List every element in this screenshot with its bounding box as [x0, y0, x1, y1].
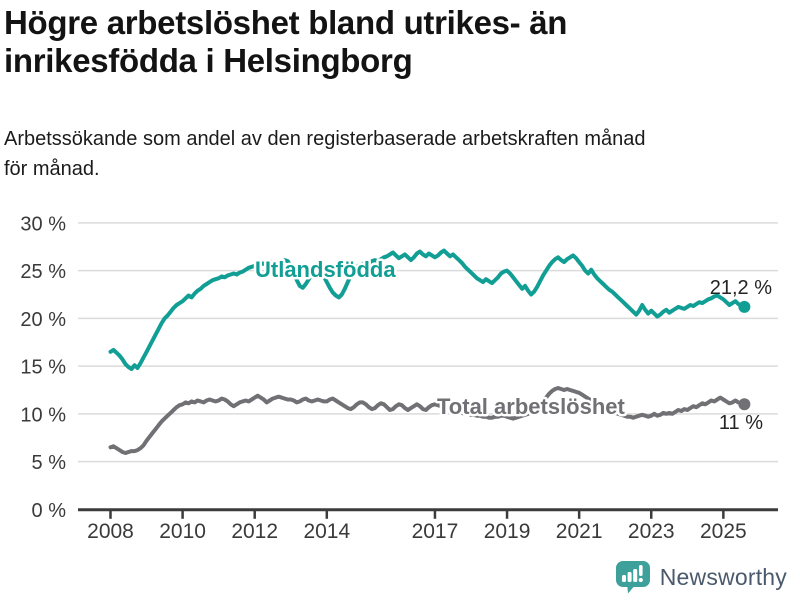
y-axis-tick-label: 5 % [32, 452, 67, 474]
x-axis-tick-label: 2010 [159, 520, 206, 543]
series-line-utlandsfodda [108, 248, 747, 371]
y-axis-tick-label: 25 % [20, 261, 66, 283]
brand-name: Newsworthy [659, 563, 787, 590]
series-label-total: Total arbetslöshet [437, 394, 626, 419]
logo-bar-3 [632, 569, 637, 582]
page-title-line-2: inrikesfödda i Helsingborg [4, 42, 413, 79]
x-axis-tick-label: 2019 [484, 520, 531, 543]
chart-subtitle-line-2: för månad. [4, 158, 100, 180]
page-title: Högre arbetslöshet bland utrikes- än inr… [4, 4, 704, 80]
newsworthy-logo-icon [615, 561, 650, 594]
logo-bar-2 [627, 572, 632, 582]
x-axis-tick-label: 2021 [556, 520, 603, 543]
y-axis-tick-label: 30 % [20, 213, 66, 235]
x-axis-tick-label: 2023 [628, 520, 675, 543]
chart-subtitle: Arbetssökande som andel av den registerb… [4, 124, 774, 184]
speech-bubble-shape [615, 561, 650, 594]
series-label-utlandsfodda: Utlandsfödda [255, 257, 396, 282]
y-axis-tick-label: 0 % [32, 500, 67, 522]
x-axis-tick-label: 2012 [231, 520, 278, 543]
chart-subtitle-line-1: Arbetssökande som andel av den registerb… [4, 128, 646, 150]
logo-bar-1 [621, 575, 626, 582]
page-title-line-1: Högre arbetslöshet bland utrikes- än [4, 4, 568, 41]
logo-exclamation-bar [638, 565, 643, 576]
y-axis-tick-label: 10 % [20, 404, 66, 426]
x-axis-tick-label: 2008 [87, 520, 134, 543]
series-end-dot [738, 300, 751, 313]
x-axis-tick-label: 2014 [303, 520, 350, 543]
series-line-total [108, 386, 747, 455]
x-axis-tick-label: 2025 [700, 520, 747, 543]
series-end-dot [738, 398, 751, 411]
x-axis-tick-label: 2017 [412, 520, 459, 543]
y-axis-tick-label: 20 % [20, 309, 66, 331]
series-end-value-label: 21,2 % [710, 277, 772, 299]
logo-exclamation-dot [638, 577, 643, 583]
series-end-value-label: 11 % [719, 412, 763, 434]
y-axis-tick-label: 15 % [20, 357, 66, 379]
newsworthy-branding: Newsworthy [615, 560, 787, 594]
